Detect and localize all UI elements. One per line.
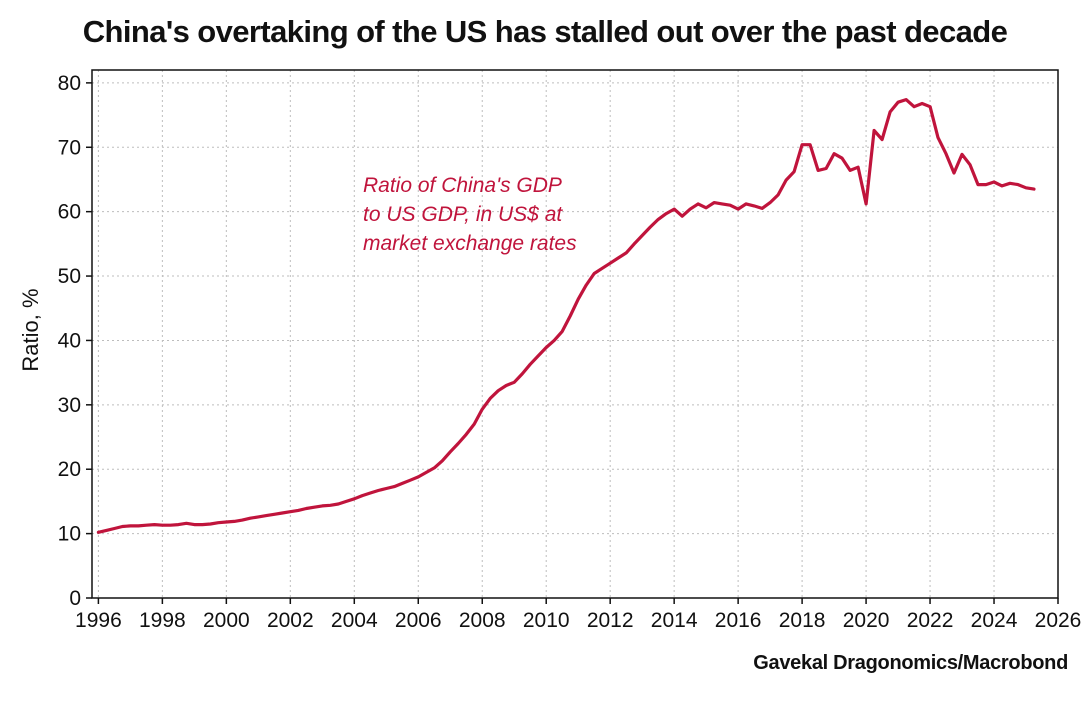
annotation-line-3: market exchange rates (363, 232, 577, 255)
x-tick-label: 2020 (843, 609, 890, 632)
x-tick-label: 2022 (907, 609, 954, 632)
y-tick-label: 60 (58, 201, 81, 224)
y-axis-ticks: 0 10 20 30 40 50 60 70 80 (58, 72, 92, 610)
x-tick-label: 2006 (395, 609, 442, 632)
x-tick-label: 2012 (587, 609, 634, 632)
y-tick-label: 50 (58, 265, 81, 288)
annotation-line-1: Ratio of China's GDP (363, 174, 562, 197)
plot-frame (91, 69, 1059, 599)
y-tick-label: 40 (58, 329, 81, 352)
x-tick-label: 2000 (203, 609, 250, 632)
series-annotation: Ratio of China's GDP to US GDP, in US$ a… (363, 174, 577, 255)
x-tick-label: 2018 (779, 609, 826, 632)
x-tick-label: 2002 (267, 609, 314, 632)
x-tick-label: 2014 (651, 609, 698, 632)
y-tick-label: 0 (69, 587, 81, 610)
grid-lines (92, 70, 1059, 598)
series-line-china-us-gdp-ratio (96, 97, 1036, 534)
x-axis-ticks: 1996 1998 2000 2002 2004 2006 2008 2010 2012 2014… (75, 598, 1081, 632)
y-tick-label: 30 (58, 394, 81, 417)
y-axis-title: Ratio, % (18, 288, 43, 371)
chart-title: China's overtaking of the US has stalled… (82, 14, 1008, 49)
x-tick-label: 2026 (1035, 609, 1082, 632)
y-tick-label: 80 (58, 72, 81, 95)
x-tick-label: 2010 (523, 609, 570, 632)
x-tick-label: 2008 (459, 609, 506, 632)
x-tick-label: 2004 (331, 609, 378, 632)
x-tick-label: 2016 (715, 609, 762, 632)
x-tick-label: 1998 (139, 609, 186, 632)
y-tick-label: 70 (58, 136, 81, 159)
y-tick-label: 10 (58, 523, 81, 546)
source-credit: Gavekal Dragonomics/Macrobond (753, 652, 1068, 674)
y-tick-label: 20 (58, 458, 81, 481)
x-tick-label: 1996 (75, 609, 122, 632)
annotation-line-2: to US GDP, in US$ at (363, 203, 563, 226)
x-tick-label: 2024 (971, 609, 1018, 632)
